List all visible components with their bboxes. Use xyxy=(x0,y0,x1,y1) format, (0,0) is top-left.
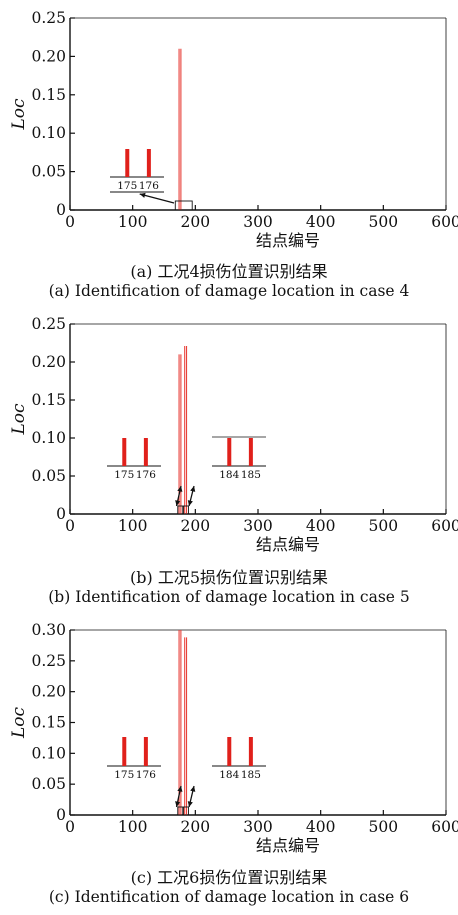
zoom-box-right xyxy=(182,505,189,515)
zoom-box-left xyxy=(177,505,184,515)
inset-arrow-head xyxy=(187,801,193,807)
inset-arrow-head xyxy=(175,801,181,807)
x-tick-label: 300 xyxy=(243,213,273,231)
inset-bar xyxy=(143,438,148,466)
chart-panel-b: 0 0.05 0.10 0.15 0.20 0.25 0 100 200 300 400 500 600… xyxy=(0,306,458,609)
x-tick-label: 100 xyxy=(118,818,148,836)
y-axis-label: Loc xyxy=(9,706,29,739)
caption-en-a: (a) Identification of damage location in… xyxy=(48,282,410,300)
x-axis-label: 结点编号 xyxy=(256,231,320,250)
y-tick-label: 0.25 xyxy=(31,652,66,670)
inset-arrow-head xyxy=(190,486,196,492)
inset-tick-label: 175 xyxy=(114,769,134,781)
y-axis-label: Loc xyxy=(9,98,29,131)
x-tick-label: 300 xyxy=(243,818,273,836)
x-tick-label: 600 xyxy=(431,213,458,231)
caption-cn-b: (b) 工况5损伤位置识别结果 xyxy=(130,568,328,587)
y-tick-label: 0 xyxy=(56,505,66,523)
y-tick-label: 0.15 xyxy=(31,86,66,104)
x-tick-label: 400 xyxy=(306,517,336,535)
y-tick-label: 0.20 xyxy=(31,47,66,65)
x-tick-label: 600 xyxy=(431,818,458,836)
x-tick-label: 400 xyxy=(306,213,336,231)
y-tick-label: 0.30 xyxy=(31,621,66,639)
x-tick-label: 100 xyxy=(118,213,148,231)
chart-panel-a: 0 0.05 0.10 0.15 0.20 0.25 0 100 200 300 400 500 600… xyxy=(0,0,458,303)
y-tick-label: 0.05 xyxy=(31,163,66,181)
x-tick-label: 0 xyxy=(65,517,75,535)
inset-tick-label: 184 xyxy=(219,469,239,481)
y-tick-label: 0.05 xyxy=(31,467,66,485)
y-tick-label: 0.10 xyxy=(31,744,66,762)
x-tick-label: 500 xyxy=(369,213,399,231)
inset-tick-label: 176 xyxy=(136,469,156,481)
inset-bar xyxy=(146,149,151,177)
inset-tick-label: 176 xyxy=(136,769,156,781)
chart-b-plot: 0 0.05 0.10 0.15 0.20 0.25 0 100 200 300 400 500 600… xyxy=(9,315,458,554)
y-tick-label: 0.10 xyxy=(31,124,66,142)
inset-bar xyxy=(227,737,232,766)
inset-bar xyxy=(122,737,127,766)
zoom-box-left xyxy=(177,806,184,816)
inset-arrow-line xyxy=(139,193,175,204)
x-tick-label: 400 xyxy=(306,818,336,836)
y-axis-label: Loc xyxy=(9,403,29,436)
x-tick-label: 500 xyxy=(369,517,399,535)
x-tick-label: 600 xyxy=(431,517,458,535)
y-tick-label: 0.15 xyxy=(31,714,66,732)
inset-bar xyxy=(248,737,253,766)
caption-en-c: (c) Identification of damage location in… xyxy=(48,888,410,906)
x-tick-label: 500 xyxy=(369,818,399,836)
inset-arrow-head xyxy=(177,486,183,492)
x-axis-label: 结点编号 xyxy=(256,535,320,554)
caption-en-b: (b) Identification of damage location in… xyxy=(48,588,410,606)
inset-bar xyxy=(125,149,130,177)
inset-tick-label: 175 xyxy=(117,180,137,192)
y-tick-label: 0.15 xyxy=(31,391,66,409)
inset-bar xyxy=(248,438,253,466)
y-tick-label: 0 xyxy=(56,201,66,219)
caption-cn-c: (c) 工况6损伤位置识别结果 xyxy=(130,868,328,887)
inset-arrow-head xyxy=(187,500,193,506)
y-tick-label: 0.20 xyxy=(31,353,66,371)
zoom-box-right xyxy=(182,806,189,816)
inset-tick-label: 176 xyxy=(139,180,159,192)
y-tick-label: 0.20 xyxy=(31,683,66,701)
inset-tick-label: 184 xyxy=(219,769,239,781)
x-tick-label: 200 xyxy=(181,213,211,231)
y-tick-label: 0 xyxy=(56,806,66,824)
inset-tick-label: 175 xyxy=(114,469,134,481)
y-tick-label: 0.05 xyxy=(31,775,66,793)
x-tick-label: 0 xyxy=(65,213,75,231)
zoom-box xyxy=(174,200,193,211)
y-tick-label: 0.25 xyxy=(31,315,66,333)
x-tick-label: 200 xyxy=(181,818,211,836)
inset-tick-label: 185 xyxy=(241,469,261,481)
inset-bar xyxy=(227,438,232,466)
inset-arrow-head xyxy=(139,192,146,198)
x-tick-label: 300 xyxy=(243,517,273,535)
y-tick-label: 0.10 xyxy=(31,429,66,447)
x-axis-label: 结点编号 xyxy=(256,836,320,855)
chart-panel-c: 0 0.05 0.10 0.15 0.20 0.25 0.30 0 100 200 300 400 50… xyxy=(0,612,458,915)
inset-bar xyxy=(143,737,148,766)
inset-arrow-head xyxy=(177,786,183,792)
inset-bar xyxy=(122,438,127,466)
chart-c-plot: 0 0.05 0.10 0.15 0.20 0.25 0.30 0 100 200 300 400 50… xyxy=(9,621,458,855)
x-tick-label: 200 xyxy=(181,517,211,535)
y-tick-label: 0.25 xyxy=(31,9,66,27)
inset-tick-label: 185 xyxy=(241,769,261,781)
inset-arrow-head xyxy=(175,500,181,506)
x-tick-label: 0 xyxy=(65,818,75,836)
inset-arrow-head xyxy=(190,786,196,792)
x-tick-label: 100 xyxy=(118,517,148,535)
chart-a-plot: 0 0.05 0.10 0.15 0.20 0.25 0 100 200 300 400 500 600… xyxy=(9,9,458,250)
caption-cn-a: (a) 工况4损伤位置识别结果 xyxy=(130,262,328,281)
